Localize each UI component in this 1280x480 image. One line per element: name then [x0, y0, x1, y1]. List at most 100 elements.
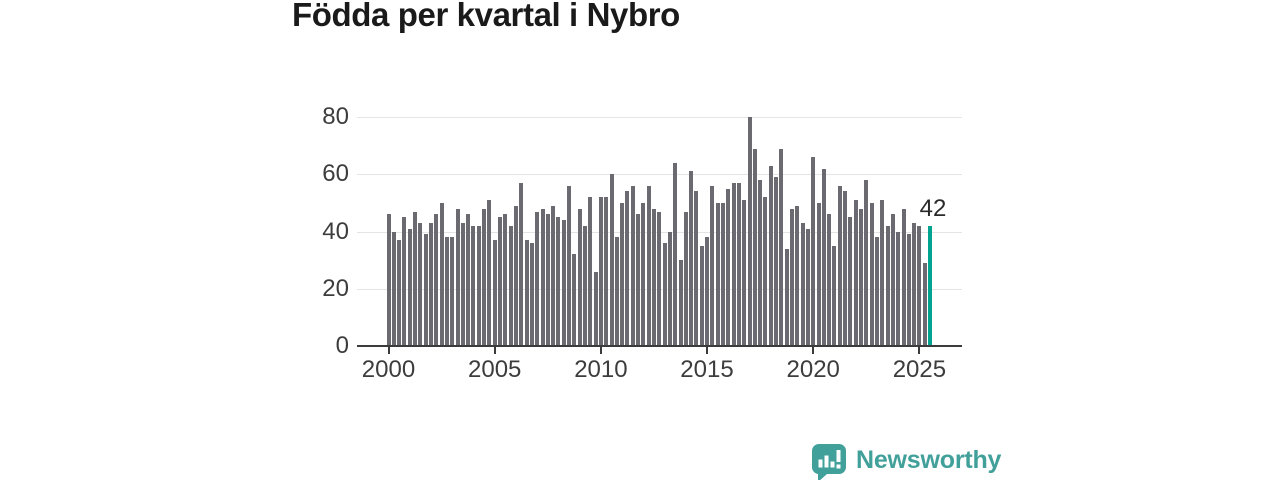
bar	[912, 222, 917, 346]
bar	[397, 240, 402, 346]
bar	[784, 248, 789, 346]
bar	[890, 214, 895, 346]
y-tick-label-0: 0	[335, 332, 349, 359]
x-tick-label-2020: 2020	[786, 356, 840, 383]
bar	[795, 205, 800, 346]
bar	[630, 185, 635, 346]
bar	[529, 242, 534, 346]
bar	[609, 174, 614, 347]
bar	[588, 197, 593, 346]
y-tick-label-20: 20	[322, 274, 349, 302]
x-tick-label-2015: 2015	[680, 356, 734, 383]
bar	[503, 214, 508, 346]
bar	[407, 228, 412, 346]
bar	[736, 182, 741, 346]
bar	[885, 225, 890, 346]
bar-highlighted-latest-quarter	[928, 225, 932, 346]
bar	[853, 200, 858, 346]
bar	[540, 208, 545, 346]
bar	[731, 182, 736, 346]
bar	[790, 208, 794, 346]
bar	[482, 208, 487, 346]
bar	[800, 222, 805, 346]
x-tick-mark-2015	[706, 347, 708, 354]
bar	[864, 180, 869, 346]
bar	[598, 197, 603, 346]
y-tick-label-80: 80	[322, 103, 349, 130]
bar	[869, 202, 874, 346]
bar	[657, 211, 662, 346]
bar	[434, 214, 439, 346]
x-tick-mark-2010	[599, 347, 602, 354]
bar	[455, 208, 460, 346]
bar	[832, 245, 837, 346]
bar	[450, 237, 455, 346]
bar	[460, 222, 465, 346]
bar	[747, 117, 752, 346]
bar	[567, 185, 571, 346]
bar	[673, 162, 678, 346]
bar	[917, 225, 922, 346]
bar	[821, 168, 826, 346]
bar	[604, 197, 609, 346]
bar	[593, 271, 598, 346]
bar	[694, 191, 699, 346]
bar	[683, 211, 688, 346]
bar	[827, 214, 832, 346]
gridline-y-80	[357, 117, 962, 118]
bar	[651, 208, 656, 346]
bar	[758, 180, 763, 346]
y-tick-label-60: 60	[322, 160, 349, 188]
gridline-y-60	[357, 174, 962, 176]
bar	[545, 214, 550, 346]
x-tick-label-2000: 2000	[361, 356, 416, 383]
bar	[418, 222, 423, 346]
bar	[582, 225, 587, 346]
bar	[843, 191, 848, 346]
x-tick-label-2005: 2005	[467, 356, 522, 383]
bar	[742, 200, 747, 346]
newsworthy-logo[interactable]: Newsworthy	[810, 442, 1001, 480]
bar	[519, 182, 524, 346]
bar	[689, 171, 694, 346]
bar	[513, 205, 518, 346]
bar	[551, 205, 556, 346]
bar	[726, 188, 731, 346]
bar	[721, 202, 725, 346]
bar	[492, 240, 497, 346]
bar	[402, 217, 407, 346]
x-tick-mark-2020	[812, 347, 815, 354]
bar	[816, 202, 821, 346]
bar	[699, 245, 704, 346]
bar	[577, 208, 582, 346]
bar	[508, 225, 513, 346]
bar	[429, 222, 433, 346]
bar	[906, 234, 911, 346]
newsworthy-logo-text: Newsworthy	[856, 446, 1002, 474]
bar	[901, 208, 906, 346]
bar	[636, 214, 640, 346]
bar	[662, 242, 667, 346]
bar	[535, 211, 540, 346]
bar	[774, 177, 778, 346]
bar	[466, 214, 471, 346]
bar	[614, 237, 619, 346]
bar	[859, 208, 863, 346]
bar	[487, 200, 492, 346]
bar	[498, 217, 502, 346]
bar	[556, 217, 561, 346]
x-tick-label-2025: 2025	[892, 356, 947, 383]
bar	[896, 231, 901, 346]
bar	[880, 200, 885, 346]
bar	[752, 148, 757, 346]
bar	[476, 225, 481, 346]
bar	[715, 202, 720, 346]
bar	[413, 211, 417, 346]
newsworthy-speech-bubble-icon	[811, 444, 846, 480]
bar	[848, 217, 853, 346]
bar	[779, 148, 784, 346]
x-tick-mark-2005	[493, 347, 496, 354]
bar	[811, 157, 816, 346]
bar	[386, 214, 391, 346]
x-tick-mark-2025	[918, 347, 921, 354]
